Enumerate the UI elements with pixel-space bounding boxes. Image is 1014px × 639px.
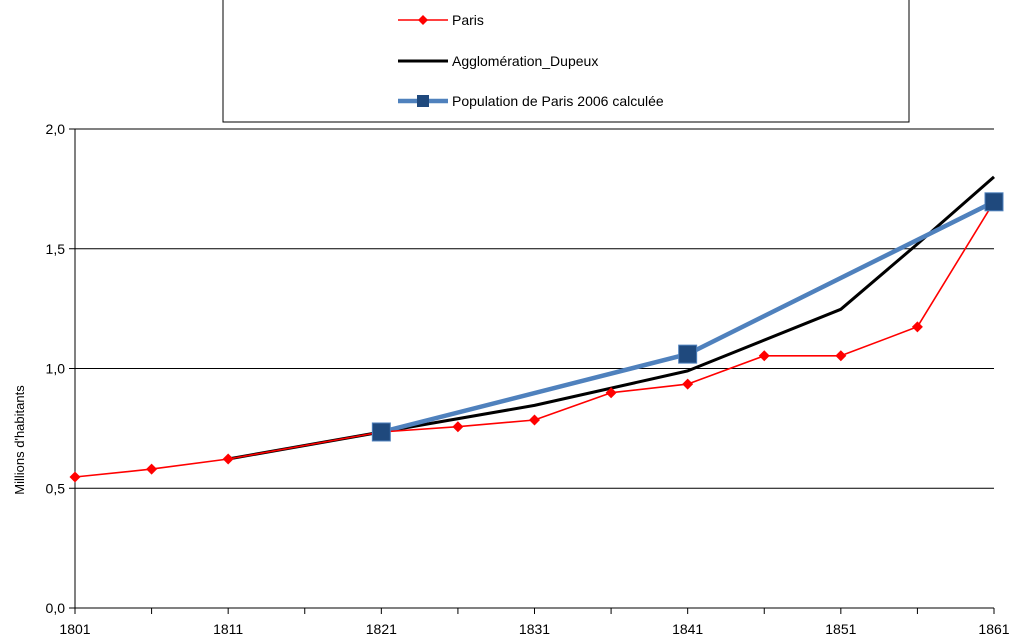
grid-lines: [75, 128, 994, 489]
x-tick-label: 1801: [59, 621, 90, 637]
y-axis-ticks: 0,0 0,5 1,0 1,5 2,0: [46, 121, 75, 616]
data-point-paris: [146, 463, 158, 475]
data-point-paris: [911, 321, 923, 333]
y-tick-label: 0,5: [46, 480, 66, 496]
series-line-paris: [74, 201, 995, 478]
x-tick-label: 1861: [978, 621, 1009, 637]
x-tick-label: 1831: [519, 621, 550, 637]
x-tick-label: 1821: [366, 621, 397, 637]
legend-label: Paris: [452, 12, 484, 28]
legend-label: Population de Paris 2006 calculée: [452, 93, 664, 109]
y-axis-label: Millions d'habitants: [12, 385, 27, 495]
legend-marker-population-2006: [417, 95, 429, 107]
series-layer: [69, 175, 1004, 483]
data-point-paris: [452, 421, 464, 433]
legend-label: Agglomération_Dupeux: [452, 53, 598, 69]
y-tick-label: 1,5: [46, 241, 66, 257]
data-point-population-2006: [984, 192, 1004, 212]
x-tick-label: 1851: [825, 621, 856, 637]
series-line-agglomeration-dupeux: [227, 175, 995, 461]
data-point-paris: [69, 471, 81, 483]
x-axis-ticks: 1801 1811 1821 1831 1841 1851 1861: [59, 608, 1010, 637]
y-tick-label: 1,0: [46, 361, 66, 377]
data-point-paris: [682, 378, 694, 390]
y-tick-label: 2,0: [46, 121, 66, 137]
data-point-population-2006: [371, 422, 391, 442]
series-line-population-2006: [380, 199, 996, 435]
data-point-paris: [222, 453, 234, 465]
x-tick-label: 1811: [213, 621, 243, 637]
data-point-population-2006: [678, 344, 698, 364]
y-tick-label: 0,0: [46, 600, 66, 616]
data-point-paris: [758, 350, 770, 362]
data-point-paris: [529, 414, 540, 426]
legend-box: [222, 0, 910, 123]
data-point-paris: [605, 387, 617, 399]
legend-marker-paris: [418, 15, 428, 25]
legend: Paris Agglomération_Dupeux Population de P…: [222, 0, 910, 123]
data-point-paris: [835, 350, 847, 362]
x-tick-label: 1841: [672, 621, 703, 637]
